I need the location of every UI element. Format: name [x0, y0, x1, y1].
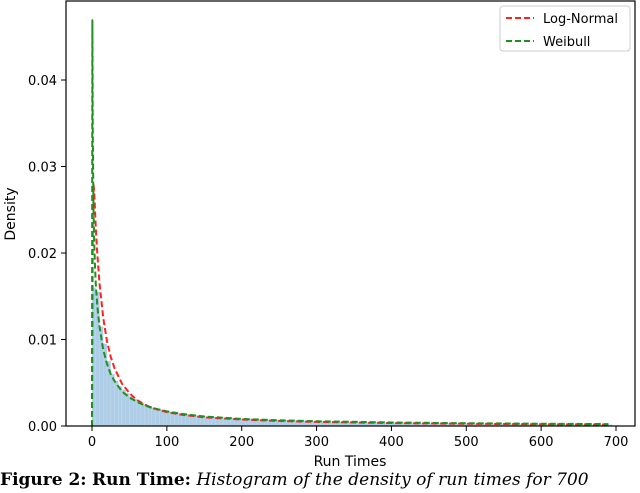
fit-curves — [91, 19, 609, 427]
y-tick-label: 0.02 — [28, 247, 57, 262]
legend: Log-Normal Weibull — [499, 5, 631, 52]
histogram-bars — [91, 287, 613, 427]
legend-box — [499, 5, 631, 52]
y-tick-label: 0.00 — [28, 420, 57, 435]
y-tick-label: 0.04 — [28, 74, 57, 89]
x-axis-ticks: 0 100 200 300 400 500 600 700 — [88, 426, 629, 450]
histogram-bar — [129, 396, 134, 427]
y-axis-ticks: 0.00 0.01 0.02 0.03 0.04 — [28, 74, 66, 435]
histogram-bar — [144, 405, 149, 427]
y-tick-label: 0.03 — [28, 161, 57, 176]
y-tick-label: 0.01 — [28, 334, 57, 349]
y-axis-label: Density — [3, 187, 19, 240]
x-tick-label: 600 — [529, 435, 554, 450]
histogram-bar — [118, 386, 123, 427]
histogram-bar — [155, 408, 160, 427]
legend-lognormal-label: Log-Normal — [543, 12, 618, 27]
caption-text: Histogram of the density of run times fo… — [196, 470, 589, 490]
x-tick-label: 300 — [304, 435, 329, 450]
x-tick-label: 400 — [379, 435, 404, 450]
caption-title: Run Time: — [91, 470, 191, 490]
histogram-bar — [99, 326, 104, 427]
x-axis-label: Run Times — [314, 454, 387, 470]
x-tick-label: 500 — [454, 435, 479, 450]
histogram-bar — [114, 380, 119, 427]
histogram-bar — [211, 416, 216, 427]
x-tick-label: 0 — [88, 435, 96, 450]
log-normal-curve — [91, 182, 609, 427]
plot-frame — [65, 0, 636, 427]
legend-weibull-label: Weibull — [543, 35, 590, 50]
histogram-bar — [151, 407, 156, 427]
histogram-bar — [159, 409, 164, 427]
histogram-bar — [174, 412, 179, 427]
histogram-bar — [125, 392, 130, 427]
histogram-bar — [147, 405, 153, 427]
x-tick-label: 200 — [229, 435, 254, 450]
x-tick-label: 700 — [604, 435, 629, 450]
chart: 0 100 200 300 400 500 600 700 0.000.010.020.030… — [3, 0, 636, 470]
histogram-bar — [140, 403, 145, 427]
histogram-bar — [133, 399, 138, 427]
weibull-curve — [91, 19, 609, 427]
histogram-bar — [166, 411, 171, 427]
histogram-bar — [136, 401, 141, 427]
x-tick-label: 100 — [154, 435, 179, 450]
figure-caption: Figure 2: Run Time: Histogram of the den… — [0, 470, 640, 490]
caption-label: Figure 2: — [0, 470, 87, 490]
